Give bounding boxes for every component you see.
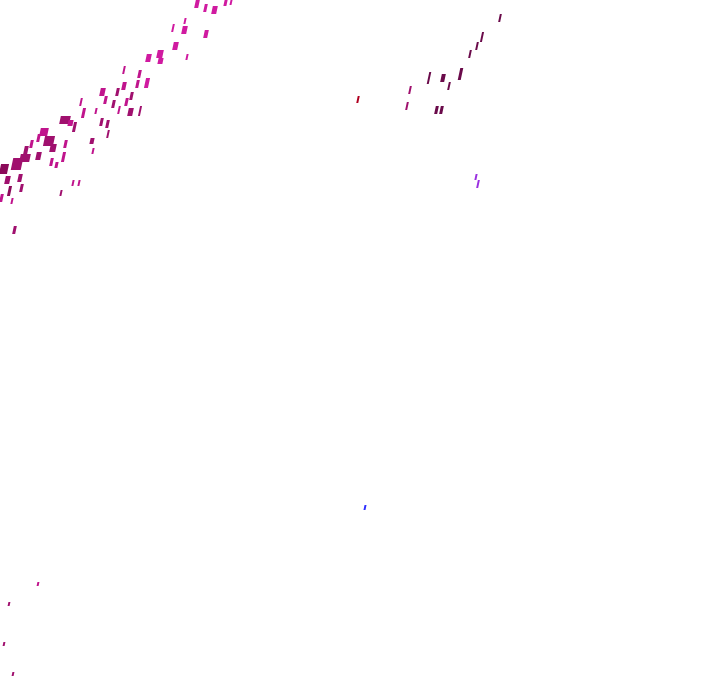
echo-cell <box>29 140 34 148</box>
echo-cell <box>474 174 478 180</box>
echo-cell <box>17 174 23 182</box>
echo-cell <box>405 102 409 110</box>
echo-cell <box>36 582 40 586</box>
echo-cell <box>106 130 110 138</box>
echo-cell <box>10 158 24 170</box>
echo-cell <box>194 0 200 8</box>
echo-cell <box>211 6 218 14</box>
echo-cell <box>229 0 233 5</box>
echo-cell <box>12 226 17 234</box>
echo-cell <box>171 24 175 32</box>
echo-cell <box>105 120 110 128</box>
echo-cell <box>498 14 502 22</box>
echo-cell <box>89 138 95 144</box>
echo-cell <box>111 100 116 108</box>
echo-cell <box>11 672 15 676</box>
echo-cell <box>115 88 120 96</box>
echo-cell <box>7 602 11 606</box>
echo-cell <box>63 140 68 148</box>
echo-cell <box>91 148 95 154</box>
echo-cell <box>356 96 360 103</box>
echo-cell <box>479 32 485 42</box>
echo-cell <box>54 162 59 168</box>
echo-cell <box>124 98 129 106</box>
echo-cell <box>447 82 451 90</box>
echo-cell <box>426 72 432 84</box>
echo-cell <box>121 82 127 90</box>
echo-cell <box>80 108 87 118</box>
echo-cell <box>363 505 367 510</box>
echo-cell <box>77 180 81 186</box>
echo-cell <box>117 106 121 114</box>
echo-cell <box>0 164 10 174</box>
echo-cell <box>137 70 142 78</box>
echo-cell <box>457 68 464 80</box>
echo-cell <box>156 50 164 58</box>
echo-cell <box>476 180 480 188</box>
echo-cell <box>99 88 106 96</box>
echo-cell <box>434 106 439 114</box>
echo-cell <box>10 198 14 204</box>
echo-cell <box>157 58 164 64</box>
echo-cell <box>49 144 57 152</box>
echo-cell <box>145 54 152 62</box>
echo-cell <box>36 134 41 142</box>
echo-cell <box>60 152 67 162</box>
echo-cell <box>203 4 208 12</box>
echo-cell <box>172 42 179 50</box>
echo-cell <box>59 116 71 124</box>
echo-cell <box>185 54 189 60</box>
echo-cell <box>439 106 444 114</box>
echo-cell <box>6 186 13 196</box>
echo-cell <box>183 18 187 24</box>
echo-cell <box>35 152 42 160</box>
echo-cell <box>39 128 49 136</box>
echo-cell <box>203 30 209 38</box>
echo-cell <box>440 74 446 82</box>
echo-cell <box>67 120 74 126</box>
echo-cell <box>135 80 140 88</box>
echo-cell <box>223 0 228 6</box>
echo-cell <box>468 50 472 58</box>
echo-cell <box>71 180 75 186</box>
echo-cell <box>71 122 78 132</box>
echo-cell <box>143 78 151 88</box>
echo-cell <box>475 42 479 50</box>
echo-cell <box>49 158 54 166</box>
echo-cell <box>127 108 134 116</box>
echo-cell <box>19 184 24 192</box>
echo-cell <box>94 108 98 114</box>
echo-cell <box>103 96 108 104</box>
echo-cell <box>181 26 188 34</box>
echo-cell <box>0 194 4 202</box>
echo-cell <box>2 642 6 646</box>
echo-cell <box>122 66 126 74</box>
echo-cell <box>408 86 412 94</box>
echo-cell <box>42 136 56 146</box>
echo-cell <box>59 190 63 196</box>
echo-layer <box>0 0 502 676</box>
echo-cell <box>129 92 134 100</box>
echo-cell <box>23 146 29 154</box>
echo-cell <box>4 176 11 184</box>
echo-cell <box>99 118 104 126</box>
echo-cell <box>79 98 83 106</box>
echo-cell <box>137 106 143 116</box>
